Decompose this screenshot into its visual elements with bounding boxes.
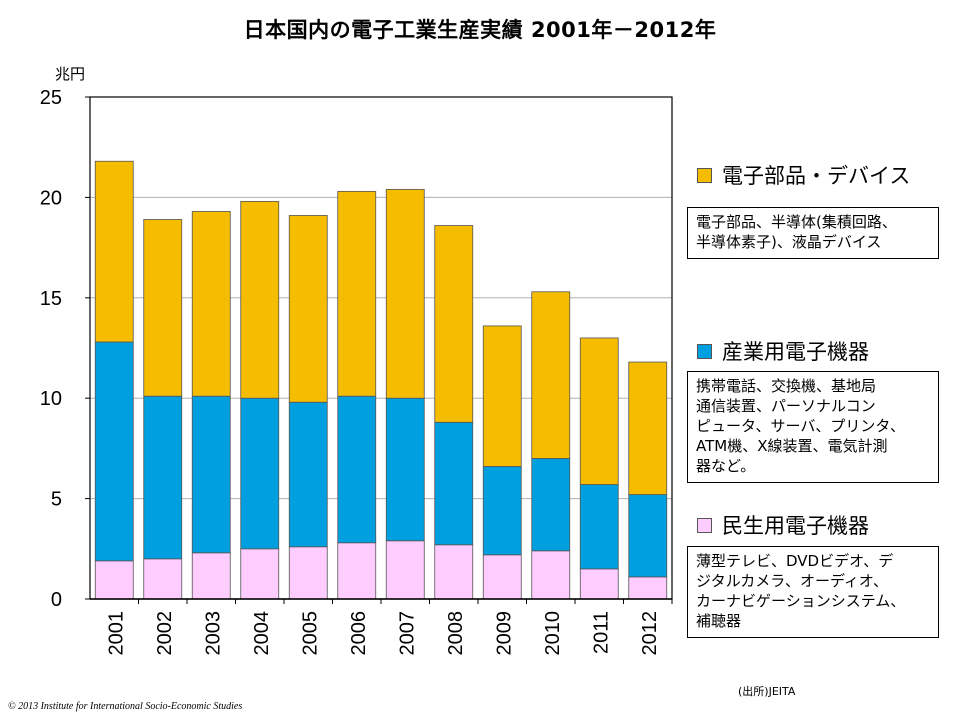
legend-description-industrial: 携帯電話、交換機、基地局 通信装置、パーソナルコン ピュータ、サーバ、プリンタ、… — [687, 371, 939, 483]
bar-2012-series-2 — [628, 361, 668, 495]
bar-2011-series-1 — [579, 484, 619, 570]
y-tick-label-10: 10 — [40, 388, 62, 410]
legend-item-components: 電子部品・デバイス — [697, 160, 910, 190]
bar-2010-series-1 — [531, 458, 571, 552]
copyright-notice: © 2013 Institute for International Socio… — [8, 701, 243, 712]
bar-2002-series-1 — [143, 395, 183, 560]
chart-title: 日本国内の電子工業生産実績 2001年－2012年 — [243, 18, 717, 42]
bar-2006-series-2 — [337, 190, 377, 397]
x-tick-label-2002: 2002 — [154, 611, 176, 656]
bar-2004-series-1 — [240, 397, 280, 550]
x-tick-label-2004: 2004 — [251, 611, 273, 656]
legend-swatch-industrial — [697, 343, 712, 359]
x-tick-label-2007: 2007 — [396, 611, 418, 656]
legend-label-consumer: 民生用電子機器 — [722, 514, 869, 538]
bar-2005-series-0 — [288, 546, 328, 600]
bar-2009-series-0 — [482, 554, 522, 600]
bar-2012-series-0 — [628, 576, 668, 600]
x-tick-label-2010: 2010 — [542, 611, 564, 656]
bar-2009-series-1 — [482, 466, 522, 556]
x-tick-label-2003: 2003 — [202, 611, 224, 656]
legend-item-consumer: 民生用電子機器 — [697, 510, 869, 540]
bar-2002-series-2 — [143, 219, 183, 397]
bar-2010-series-2 — [531, 291, 571, 459]
legend-description-consumer: 薄型テレビ、DVDビデオ、デ ジタルカメラ、オーディオ、 カーナビゲーションシス… — [687, 546, 939, 638]
bar-2003-series-2 — [191, 211, 231, 397]
y-axis-unit-label: 兆円 — [55, 65, 85, 83]
bar-2007-series-2 — [385, 188, 425, 399]
bar-2010-series-0 — [531, 550, 571, 600]
y-tick-label-20: 20 — [40, 187, 62, 209]
x-tick-label-2001: 2001 — [105, 611, 127, 656]
x-tick-label-2011: 2011 — [590, 611, 612, 654]
bar-2005-series-1 — [288, 401, 328, 548]
y-tick-label-25: 25 — [40, 87, 62, 109]
bar-2011-series-2 — [579, 337, 619, 485]
legend-swatch-consumer — [697, 517, 712, 533]
bar-2001-series-1 — [94, 341, 134, 562]
bar-2003-series-0 — [191, 552, 231, 600]
x-tick-label-2008: 2008 — [445, 611, 467, 656]
legend-swatch-components — [697, 167, 712, 183]
bar-2004-series-0 — [240, 548, 280, 600]
y-tick-label-15: 15 — [40, 288, 62, 310]
bar-2003-series-1 — [191, 395, 231, 554]
x-tick-label-2009: 2009 — [493, 611, 515, 656]
source-note: (出所)JEITA — [738, 685, 796, 698]
bar-2001-series-2 — [94, 160, 134, 343]
bar-2004-series-2 — [240, 201, 280, 399]
bar-2009-series-2 — [482, 325, 522, 467]
bar-2002-series-0 — [143, 558, 183, 600]
legend-item-industrial: 産業用電子機器 — [697, 336, 869, 366]
bar-2008-series-1 — [434, 421, 474, 546]
legend-label-components: 電子部品・デバイス — [722, 164, 911, 188]
bar-2012-series-1 — [628, 494, 668, 578]
y-tick-label-5: 5 — [51, 489, 62, 511]
bar-2006-series-0 — [337, 542, 377, 600]
x-tick-label-2005: 2005 — [299, 611, 321, 656]
bar-2007-series-0 — [385, 540, 425, 600]
legend-description-components: 電子部品、半導体(集積回路、 半導体素子)、液晶デバイス — [687, 207, 939, 259]
x-tick-label-2006: 2006 — [348, 611, 370, 656]
bar-2007-series-1 — [385, 397, 425, 542]
bar-2008-series-2 — [434, 225, 474, 423]
bar-2006-series-1 — [337, 395, 377, 544]
legend-label-industrial: 産業用電子機器 — [722, 340, 869, 364]
bar-2005-series-2 — [288, 215, 328, 403]
bar-2008-series-0 — [434, 544, 474, 600]
y-tick-label-0: 0 — [51, 589, 62, 611]
x-tick-label-2012: 2012 — [639, 611, 661, 656]
bar-2001-series-0 — [94, 560, 134, 600]
bar-2011-series-0 — [579, 568, 619, 600]
